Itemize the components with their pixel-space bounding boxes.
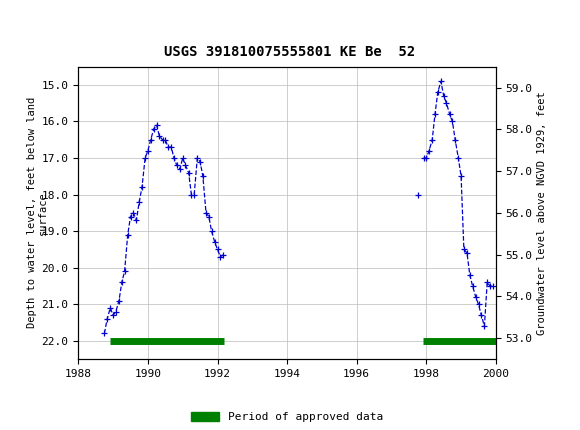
Text: USGS 391810075555801 KE Be  52: USGS 391810075555801 KE Be 52 <box>164 45 416 58</box>
Y-axis label: Depth to water level, feet below land
surface: Depth to water level, feet below land su… <box>27 97 48 329</box>
Legend: Period of approved data: Period of approved data <box>187 407 387 427</box>
Y-axis label: Groundwater level above NGVD 1929, feet: Groundwater level above NGVD 1929, feet <box>536 91 547 335</box>
Text: USGS: USGS <box>58 10 118 30</box>
